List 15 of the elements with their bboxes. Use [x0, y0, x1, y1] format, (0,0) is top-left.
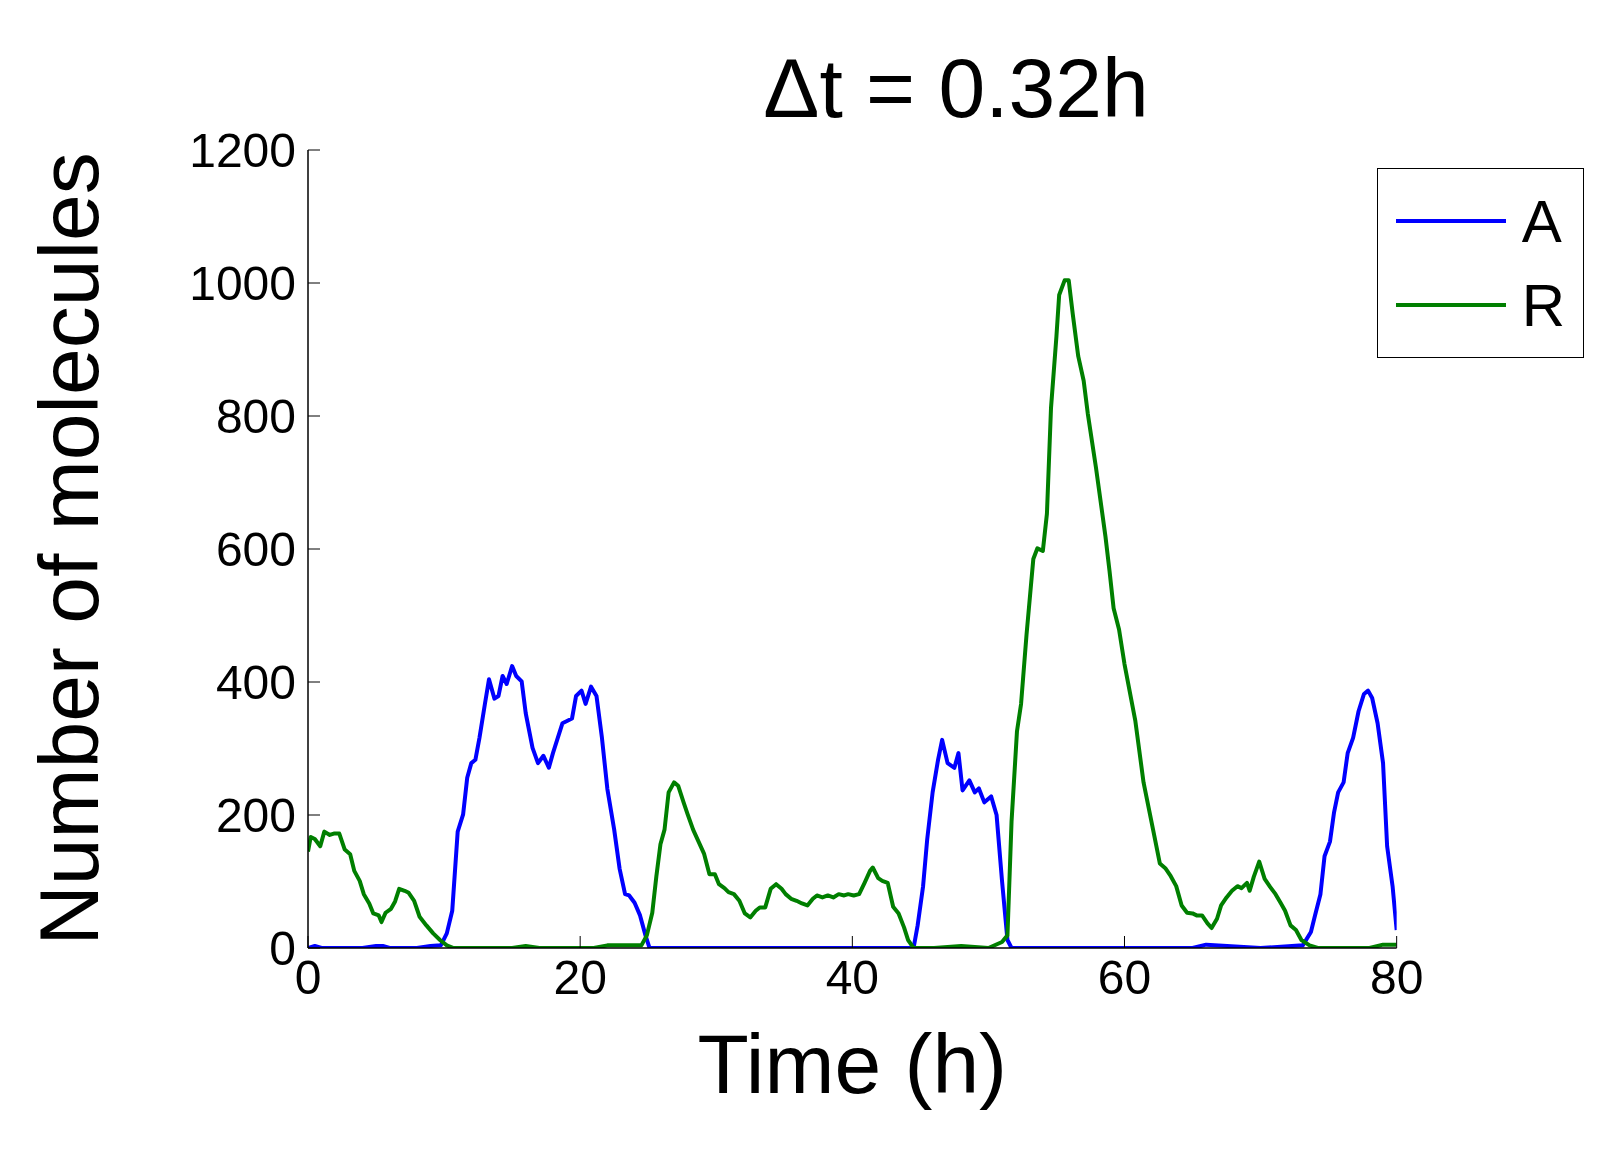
chart-title: Δt = 0.32h	[762, 40, 1150, 137]
y-axis-title: Number of molecules	[21, 152, 116, 946]
x-tick-label: 80	[1369, 951, 1424, 1005]
y-tick-label: 600	[215, 523, 296, 577]
x-tick-label: 60	[1097, 951, 1152, 1005]
y-tick-label: 1200	[189, 124, 296, 178]
x-tick-label: 40	[825, 951, 880, 1005]
legend-label: A	[1521, 186, 1562, 256]
y-tick-label: 1000	[189, 257, 296, 311]
y-tick-label: 200	[215, 789, 296, 843]
x-axis-title: Time (h)	[697, 1017, 1008, 1111]
x-tick-label: 20	[553, 951, 607, 1005]
legend-label: R	[1521, 270, 1565, 340]
y-tick-label: 800	[215, 390, 296, 444]
y-tick-label: 400	[215, 656, 296, 710]
